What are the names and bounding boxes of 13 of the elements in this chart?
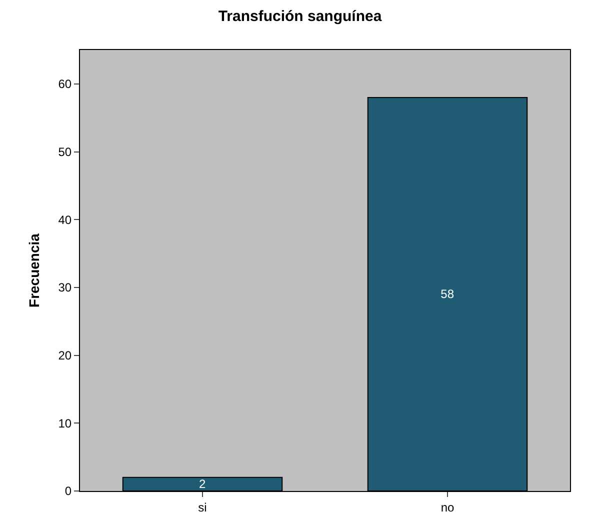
y-tick-label: 50: [58, 144, 72, 159]
y-tick-label: 60: [58, 77, 72, 92]
y-tick-label: 20: [58, 348, 72, 363]
data-label: 2: [199, 477, 206, 492]
y-tick-label: 40: [58, 212, 72, 227]
chart-title: Transfución sanguínea: [218, 8, 382, 26]
y-tick-label: 30: [58, 280, 72, 295]
y-tick-label: 10: [58, 416, 72, 430]
x-tick-label: no: [440, 500, 454, 514]
x-tick-label: si: [198, 500, 207, 514]
data-label: 58: [440, 287, 454, 302]
y-axis-title: Frecuencia: [26, 233, 42, 308]
y-tick-label: 0: [64, 484, 72, 498]
